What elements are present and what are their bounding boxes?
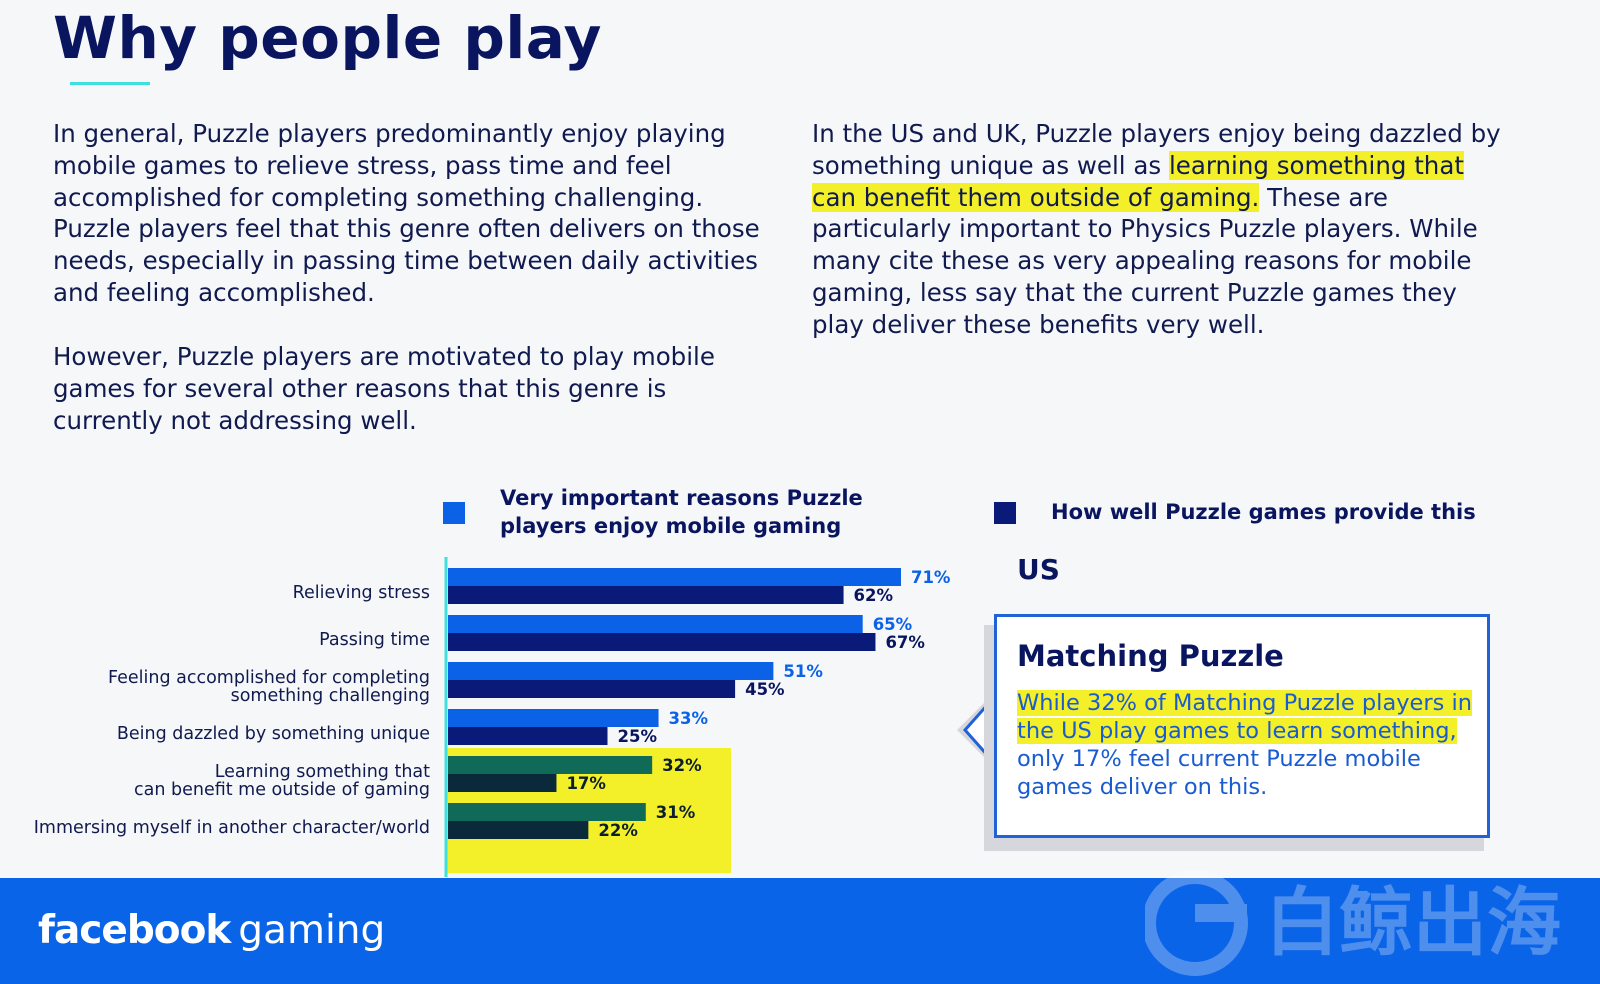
title-underline xyxy=(70,82,150,85)
data-label-important: 33% xyxy=(669,709,709,728)
category-label: Passing time xyxy=(319,630,430,650)
category-label-line: can benefit me outside of gaming xyxy=(134,780,430,800)
data-label-important: 31% xyxy=(656,803,696,822)
motivation-paragraph: However, Puzzle players are motivated to… xyxy=(53,342,715,435)
callout-highlighted-text: While 32% of Matching Puzzle players in … xyxy=(1017,690,1473,744)
watermark-text: 白鲸出海 xyxy=(1265,880,1561,966)
data-label-provide: 45% xyxy=(745,680,785,699)
bar-important xyxy=(448,568,901,586)
data-label-important: 65% xyxy=(873,615,913,634)
brand-gaming: gaming xyxy=(238,908,386,953)
intro-paragraph: In general, Puzzle players predominantly… xyxy=(53,119,760,307)
category-label: Being dazzled by something unique xyxy=(117,724,430,744)
bar-provide xyxy=(448,774,557,792)
category-label-line: Being dazzled by something unique xyxy=(117,724,430,744)
us-uk-text-start: In the US and UK, Puzzle players enjoy b… xyxy=(812,119,1501,180)
data-label-important: 71% xyxy=(911,568,951,587)
facebook-gaming-logo: facebook gaming xyxy=(38,908,385,953)
category-label: Relieving stress xyxy=(293,583,430,603)
bar-important xyxy=(448,615,863,633)
data-label-provide: 17% xyxy=(566,774,606,793)
category-label: Feeling accomplished for completing somet… xyxy=(108,668,430,706)
bar-chart: Relieving stress 71% 62% Passing time 65%67%… xyxy=(34,557,951,877)
category-label: Immersing myself in another character/wo… xyxy=(34,818,430,838)
category-label-line: something challenging xyxy=(231,686,430,706)
footer-bar: facebook gaming 白鲸出海 xyxy=(0,870,1600,984)
legend-label-provide: How well Puzzle games provide this xyxy=(1051,500,1476,524)
callout-title: Matching Puzzle xyxy=(1017,639,1284,673)
data-label-provide: 67% xyxy=(885,633,925,652)
bar-important xyxy=(448,803,646,821)
callout-pointer-join xyxy=(1000,688,1006,760)
brand-facebook: facebook xyxy=(38,908,231,953)
bar-important xyxy=(448,709,659,727)
category-label: Learning something that can benefit me ou… xyxy=(134,762,430,800)
data-label-provide: 22% xyxy=(598,821,638,840)
bar-provide xyxy=(448,727,608,745)
data-label-provide: 62% xyxy=(854,586,894,605)
data-label-important: 51% xyxy=(783,662,823,681)
category-label-line: Immersing myself in another character/wo… xyxy=(34,818,430,838)
category-label-line: Relieving stress xyxy=(293,583,430,603)
region-label: US xyxy=(1017,553,1060,586)
bar-provide xyxy=(448,680,736,698)
bar-important xyxy=(448,756,653,774)
legend-label-important: Very important reasons Puzzle players en… xyxy=(500,486,863,538)
us-uk-text-end: These are particularly important to Phys… xyxy=(812,182,1478,339)
bar-provide xyxy=(448,633,876,651)
bar-important xyxy=(448,662,774,680)
legend-swatch-provide xyxy=(994,502,1016,524)
bar-provide xyxy=(448,586,844,604)
legend-swatch-important xyxy=(443,502,465,524)
insight-callout: Matching Puzzle While 32% of Matching Pu… xyxy=(994,614,1490,838)
data-label-provide: 25% xyxy=(618,727,658,746)
category-label-line: Learning something that xyxy=(215,762,430,782)
data-label-important: 32% xyxy=(662,756,702,775)
bar-provide xyxy=(448,821,589,839)
callout-rest-text: only 17% feel current Puzzle mobile game… xyxy=(1017,746,1421,800)
us-uk-paragraph: In the US and UK, Puzzle players enjoy b… xyxy=(812,118,1512,341)
watermark-logo: 白鲸出海 xyxy=(1145,870,1561,976)
category-label-line: Feeling accomplished for completing xyxy=(108,668,430,688)
page-title: Why people play xyxy=(53,4,602,72)
category-label-line: Passing time xyxy=(319,630,430,650)
callout-body: While 32% of Matching Puzzle players in … xyxy=(1017,689,1477,801)
